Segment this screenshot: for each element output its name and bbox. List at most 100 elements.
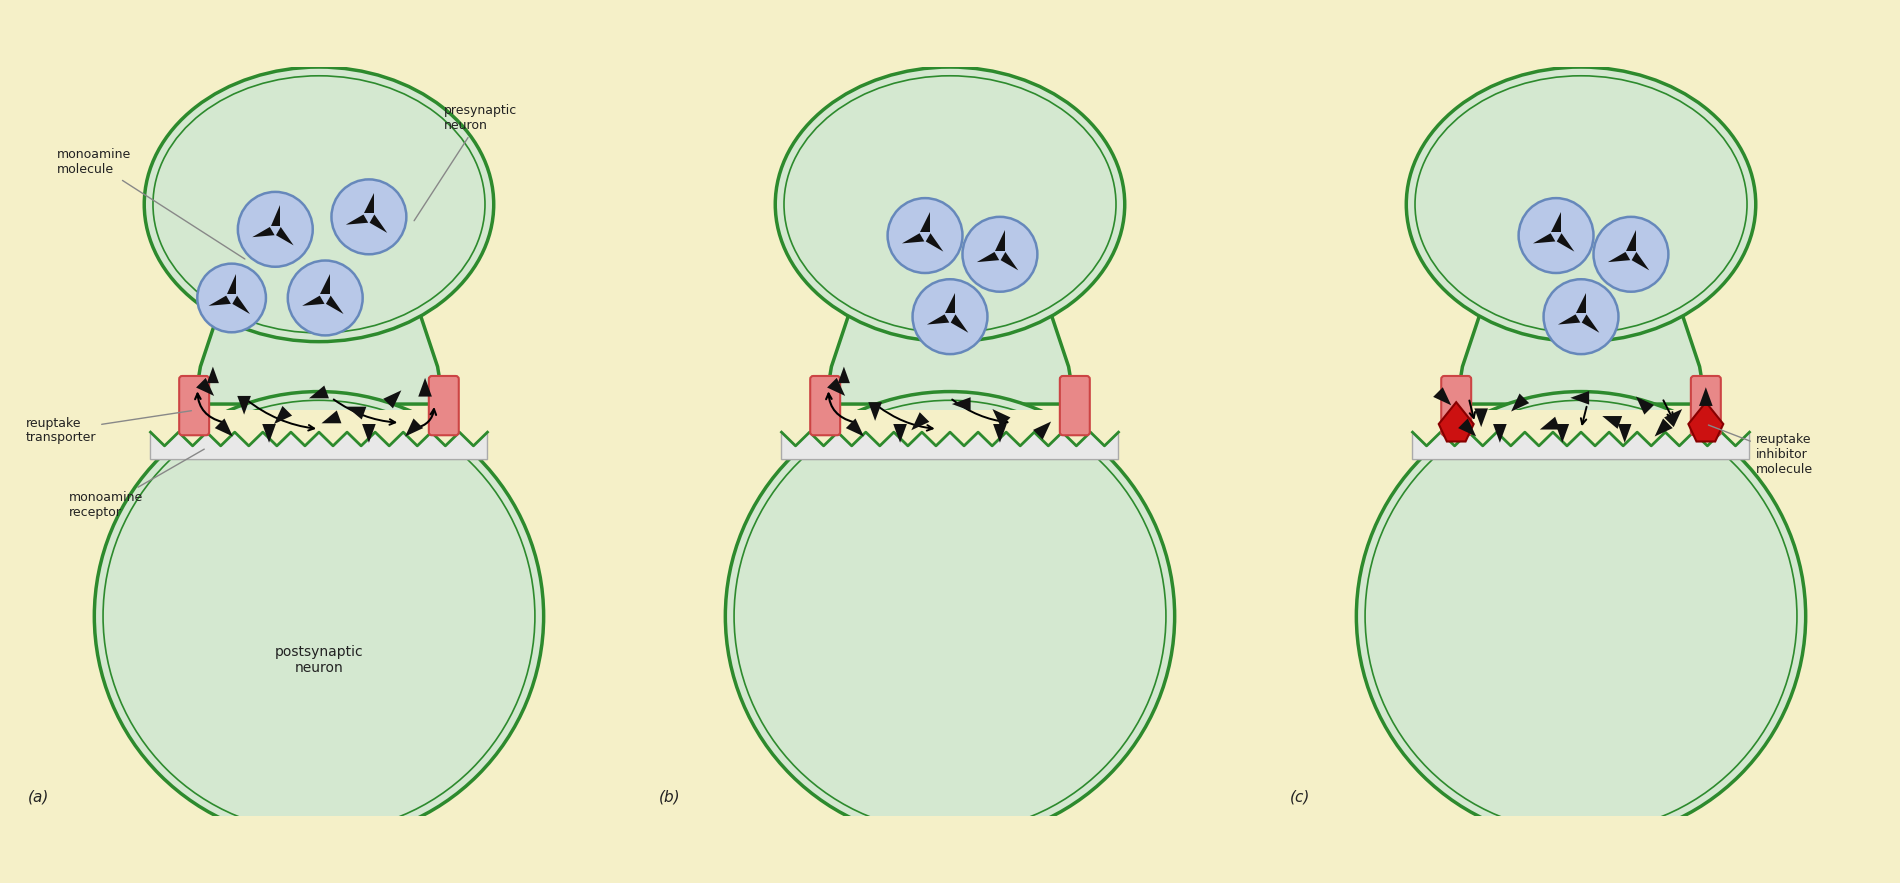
Polygon shape bbox=[215, 419, 234, 436]
Polygon shape bbox=[1550, 212, 1560, 232]
Polygon shape bbox=[1632, 252, 1649, 270]
Polygon shape bbox=[994, 424, 1007, 442]
Circle shape bbox=[287, 260, 363, 336]
Polygon shape bbox=[321, 411, 342, 423]
Polygon shape bbox=[1438, 402, 1474, 442]
Polygon shape bbox=[209, 296, 232, 306]
Circle shape bbox=[238, 192, 314, 267]
Polygon shape bbox=[1699, 388, 1712, 406]
Ellipse shape bbox=[775, 67, 1125, 342]
Text: reuptake
inhibitor
molecule: reuptake inhibitor molecule bbox=[1708, 425, 1813, 476]
FancyBboxPatch shape bbox=[179, 376, 209, 435]
Polygon shape bbox=[418, 378, 431, 396]
Polygon shape bbox=[310, 386, 329, 398]
Polygon shape bbox=[1607, 252, 1630, 262]
Polygon shape bbox=[150, 432, 488, 459]
Text: reuptake
transporter: reuptake transporter bbox=[27, 411, 192, 444]
Polygon shape bbox=[232, 296, 251, 314]
FancyBboxPatch shape bbox=[1060, 376, 1091, 435]
Polygon shape bbox=[1571, 391, 1588, 404]
Polygon shape bbox=[1602, 416, 1623, 429]
Text: (b): (b) bbox=[659, 789, 680, 804]
Polygon shape bbox=[781, 432, 1119, 459]
Polygon shape bbox=[270, 206, 279, 226]
Ellipse shape bbox=[144, 67, 494, 342]
Polygon shape bbox=[952, 397, 971, 411]
Polygon shape bbox=[370, 215, 388, 233]
Polygon shape bbox=[346, 407, 367, 419]
Polygon shape bbox=[977, 252, 999, 262]
Polygon shape bbox=[226, 274, 236, 294]
Polygon shape bbox=[405, 419, 424, 436]
Text: monoamine
receptor: monoamine receptor bbox=[70, 449, 203, 519]
Polygon shape bbox=[950, 314, 969, 333]
FancyBboxPatch shape bbox=[809, 376, 840, 435]
Circle shape bbox=[887, 198, 963, 273]
Polygon shape bbox=[196, 378, 215, 396]
Polygon shape bbox=[238, 396, 251, 415]
Polygon shape bbox=[1412, 432, 1750, 459]
Polygon shape bbox=[1493, 424, 1507, 442]
Text: (a): (a) bbox=[27, 789, 49, 804]
Polygon shape bbox=[194, 311, 445, 404]
Polygon shape bbox=[996, 230, 1005, 251]
Polygon shape bbox=[327, 296, 344, 314]
Polygon shape bbox=[826, 378, 846, 396]
Polygon shape bbox=[274, 406, 293, 424]
Polygon shape bbox=[1539, 417, 1560, 429]
Ellipse shape bbox=[726, 391, 1174, 841]
Text: monoamine
molecule: monoamine molecule bbox=[57, 148, 245, 259]
Polygon shape bbox=[1577, 293, 1586, 313]
Polygon shape bbox=[992, 409, 1011, 427]
Polygon shape bbox=[1474, 409, 1488, 427]
FancyBboxPatch shape bbox=[429, 376, 458, 435]
Ellipse shape bbox=[95, 391, 543, 841]
FancyBboxPatch shape bbox=[1442, 376, 1471, 435]
Polygon shape bbox=[846, 419, 864, 436]
Circle shape bbox=[1543, 279, 1619, 354]
Polygon shape bbox=[321, 274, 331, 294]
FancyBboxPatch shape bbox=[775, 411, 1125, 448]
Polygon shape bbox=[1558, 314, 1581, 325]
Ellipse shape bbox=[1406, 67, 1756, 342]
Text: postsynaptic
neuron: postsynaptic neuron bbox=[276, 645, 363, 675]
Polygon shape bbox=[207, 366, 218, 383]
Polygon shape bbox=[1533, 233, 1556, 244]
Polygon shape bbox=[825, 311, 1075, 404]
Text: (c): (c) bbox=[1290, 789, 1311, 804]
Ellipse shape bbox=[1357, 391, 1805, 841]
Circle shape bbox=[198, 264, 266, 332]
FancyBboxPatch shape bbox=[144, 411, 494, 448]
Polygon shape bbox=[893, 424, 906, 442]
Polygon shape bbox=[253, 227, 276, 238]
Polygon shape bbox=[384, 390, 401, 408]
Circle shape bbox=[1518, 198, 1594, 273]
Circle shape bbox=[331, 179, 407, 254]
Polygon shape bbox=[1664, 409, 1682, 427]
Polygon shape bbox=[927, 314, 950, 325]
FancyBboxPatch shape bbox=[1406, 411, 1756, 448]
Polygon shape bbox=[902, 233, 923, 244]
Polygon shape bbox=[1455, 311, 1706, 404]
Polygon shape bbox=[1034, 421, 1051, 440]
Polygon shape bbox=[920, 212, 929, 232]
Polygon shape bbox=[1581, 314, 1600, 333]
Polygon shape bbox=[925, 233, 944, 252]
Polygon shape bbox=[1510, 394, 1530, 411]
Polygon shape bbox=[912, 412, 929, 430]
Polygon shape bbox=[1689, 402, 1723, 442]
Polygon shape bbox=[262, 424, 276, 442]
Circle shape bbox=[912, 279, 988, 354]
Polygon shape bbox=[1619, 424, 1632, 442]
Polygon shape bbox=[1001, 252, 1018, 270]
Polygon shape bbox=[1433, 388, 1452, 405]
Polygon shape bbox=[276, 227, 294, 245]
FancyBboxPatch shape bbox=[1691, 376, 1721, 435]
Polygon shape bbox=[346, 215, 369, 224]
Polygon shape bbox=[1626, 230, 1636, 251]
Polygon shape bbox=[868, 402, 882, 421]
Polygon shape bbox=[363, 424, 376, 442]
Circle shape bbox=[1594, 217, 1668, 291]
Polygon shape bbox=[946, 293, 954, 313]
Text: presynaptic
neuron: presynaptic neuron bbox=[414, 104, 517, 221]
